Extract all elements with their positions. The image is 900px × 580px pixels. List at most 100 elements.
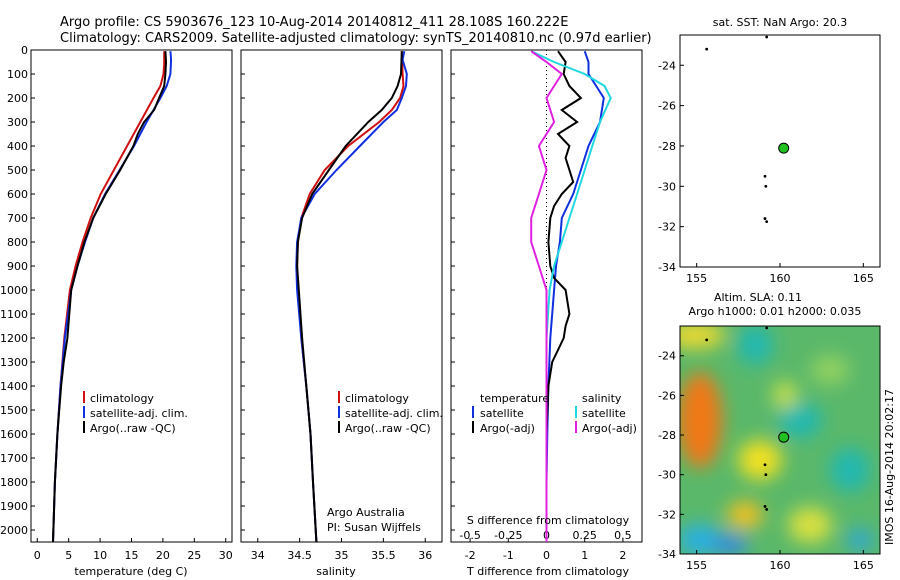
x-tick-label-salinity: 0.5 (614, 529, 632, 542)
profile-point (765, 507, 769, 511)
argo-location-marker (778, 142, 790, 154)
sla-blob (810, 355, 850, 385)
x-tick-label: 35.5 (371, 549, 396, 562)
profile-point (763, 505, 767, 508)
series-line (530, 50, 564, 542)
profile-point (764, 184, 768, 188)
figure-title-line2: Climatology: CARS2009. Satellite-adjuste… (60, 31, 652, 46)
y-tick-label: 1200 (0, 332, 28, 345)
profile-point (765, 35, 769, 39)
x-tick-label: 165 (853, 272, 874, 285)
x-tick-label: 155 (686, 559, 707, 572)
profile-point (763, 174, 767, 178)
sla-blob (788, 507, 832, 543)
legend-label-argo: Argo(..raw -QC) (90, 422, 176, 435)
x-tick-label: 5 (65, 549, 72, 562)
series-line (545, 50, 605, 542)
y-tick-label: 800 (7, 236, 28, 249)
argo-location-marker (778, 431, 790, 443)
sla-blob (680, 524, 722, 554)
x-tick-label: 34.5 (287, 549, 312, 562)
y-tick-label: 500 (7, 164, 28, 177)
profile-point (765, 220, 769, 224)
profile-point (705, 338, 709, 342)
temperature-legend: climatology satellite-adj. clim. Argo(..… (83, 391, 188, 435)
y-tick-label: -28 (658, 140, 676, 153)
y-tick-label: 1500 (0, 404, 28, 417)
legend-label-t-satellite: satellite (480, 407, 524, 420)
y-tick-label: 0 (21, 44, 28, 57)
x-tick-label: 20 (156, 549, 170, 562)
series-group (295, 51, 408, 542)
profile-point (765, 326, 769, 330)
y-tick-label: 1400 (0, 380, 28, 393)
sla-blob (830, 448, 870, 492)
temperature-x-label: temperature (deg C) (74, 565, 187, 578)
y-tick-label: 1000 (0, 284, 28, 297)
sla-blob (738, 440, 782, 480)
imos-watermark: IMOS 16-Aug-2014 20:02:17 (883, 389, 896, 545)
y-tick-label: -26 (658, 100, 676, 113)
profile-point (764, 473, 768, 477)
y-tick-label: -24 (658, 59, 676, 72)
sla-map-title-line1: Altim. SLA: 0.11 (714, 291, 802, 304)
series-line (545, 50, 583, 542)
figure-title-line1: Argo profile: CS 5903676_123 10-Aug-2014… (60, 15, 568, 30)
x-tick-label: 1 (581, 549, 588, 562)
y-tick-label: 900 (7, 260, 28, 273)
x-tick-label: 165 (853, 559, 874, 572)
series-line (52, 51, 168, 542)
y-tick-label: 200 (7, 92, 28, 105)
y-tick-label: -34 (658, 548, 676, 561)
legend-label-satellite: satellite-adj. clim. (345, 407, 443, 420)
y-tick-label: -30 (658, 469, 676, 482)
salinity-legend: climatology satellite-adj. clim. Argo(..… (338, 391, 443, 435)
y-tick-label: -32 (658, 508, 676, 521)
y-tick-label: -34 (658, 261, 676, 274)
y-tick-label: 1900 (0, 500, 28, 513)
x-tick-label: 30 (219, 549, 233, 562)
salinity-panel (240, 49, 443, 543)
x-tick-label: 15 (125, 549, 139, 562)
legend-label-t-argo: Argo(-adj) (480, 422, 535, 435)
sla-heatmap (680, 326, 880, 554)
credit-line1: Argo Australia (327, 506, 405, 519)
diff-top-x-label: S difference from climatology (467, 514, 630, 527)
y-tick-label: -24 (658, 350, 676, 363)
profile-point (763, 217, 767, 220)
y-tick-label: 300 (7, 116, 28, 129)
legend-title-salinity: salinity (582, 392, 622, 405)
sst-map-title: sat. SST: NaN Argo: 20.3 (713, 16, 847, 29)
y-tick-label: 1100 (0, 308, 28, 321)
series-group (530, 50, 612, 542)
x-tick-label: 36 (418, 549, 432, 562)
y-tick-label: 1300 (0, 356, 28, 369)
sla-blob (773, 381, 797, 409)
credit-line2: PI: Susan Wijffels (327, 521, 421, 534)
sla-blob (737, 326, 773, 365)
diff-x-label: T difference from climatology (466, 565, 629, 578)
series-line (296, 51, 403, 542)
series-group (52, 51, 173, 542)
sla-blob (680, 372, 722, 468)
sla-map-title-line2: Argo h1000: 0.01 h2000: 0.035 (689, 305, 862, 318)
y-tick-label: 100 (7, 68, 28, 81)
y-tick-label: 1600 (0, 428, 28, 441)
y-tick-label: -26 (658, 389, 676, 402)
x-tick-label: 0 (543, 549, 550, 562)
x-tick-label: -2 (465, 549, 476, 562)
sla-blob (778, 402, 822, 438)
y-tick-label: -30 (658, 180, 676, 193)
sla-blob (846, 528, 874, 552)
temperature-panel (30, 49, 233, 543)
legend-label-climatology: climatology (345, 392, 409, 405)
x-tick-label: 160 (770, 272, 791, 285)
x-tick-label-salinity: 0.25 (572, 529, 597, 542)
sla-blob (727, 501, 763, 529)
y-tick-label: 600 (7, 188, 28, 201)
x-tick-label: 34 (251, 549, 265, 562)
y-tick-label: -28 (658, 429, 676, 442)
x-tick-label: 35 (335, 549, 349, 562)
sla-blob (680, 326, 725, 349)
y-tick-label: 700 (7, 212, 28, 225)
